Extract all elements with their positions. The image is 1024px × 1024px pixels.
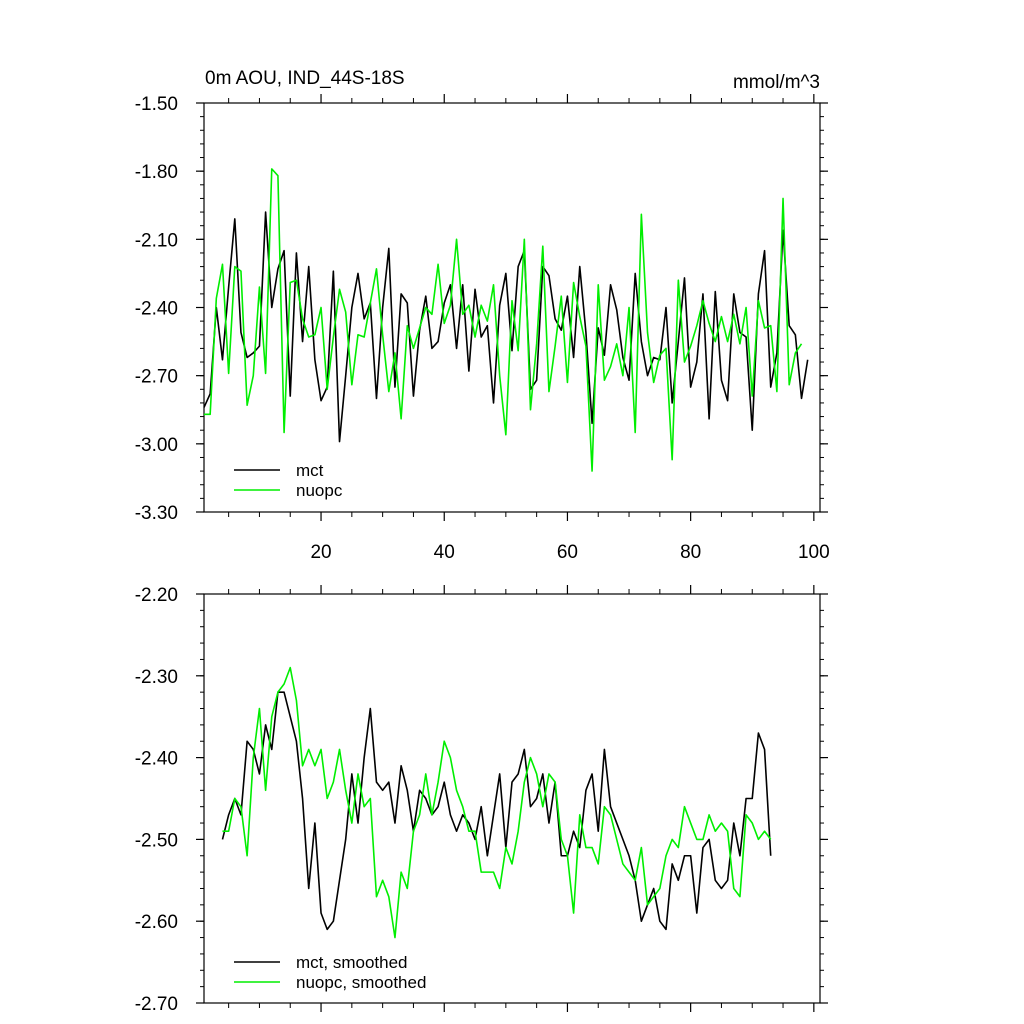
y-tick-label: -2.20 — [135, 585, 178, 606]
x-tick-label: 80 — [680, 542, 701, 563]
series-lines — [221, 666, 772, 939]
plot-frame — [203, 593, 821, 1004]
x-tick-label: 60 — [557, 542, 578, 563]
legend-label: nuopc, smoothed — [296, 973, 426, 992]
y-tick-label: -2.60 — [135, 912, 178, 933]
legend-label: mct — [296, 461, 324, 480]
legend-label: nuopc — [296, 481, 343, 500]
y-tick-label: -3.30 — [135, 503, 178, 524]
y-tick-label: -2.10 — [135, 230, 178, 251]
y-tick-label: -2.40 — [135, 299, 178, 320]
y-tick-label: -2.50 — [135, 830, 178, 851]
y-tick-label: -2.40 — [135, 749, 178, 770]
y-tick-label: -2.70 — [135, 994, 178, 1015]
axis-ticks — [196, 585, 828, 1012]
y-tick-label: -2.30 — [135, 667, 178, 688]
series-line-mct — [203, 211, 809, 443]
y-tick-labels: -2.20 -2.30 -2.40 -2.50 -2.60 -2.70 — [135, 585, 178, 1015]
x-tick-label: 40 — [434, 542, 455, 563]
chart-title: 0m AOU, IND_44S-18S — [205, 68, 405, 89]
y-tick-labels: -1.50 -1.80 -2.10 -2.40 -2.70 -3.00 -3.30 — [135, 94, 178, 524]
y-tick-label: -2.70 — [135, 367, 178, 388]
bottom-panel: -2.20 -2.30 -2.40 -2.50 -2.60 -2.70 mct, smoo… — [135, 585, 828, 1015]
units-label: mmol/m^3 — [733, 72, 820, 93]
legend-label: mct, smoothed — [296, 953, 408, 972]
series-line-nuopc — [204, 168, 803, 472]
y-tick-label: -1.50 — [135, 94, 178, 115]
y-tick-label: -1.80 — [135, 162, 178, 183]
x-tick-label: 100 — [798, 542, 830, 563]
axis-ticks — [196, 94, 828, 521]
series-line-nuopc — [222, 666, 772, 939]
y-tick-label: -3.00 — [135, 435, 178, 456]
series-line-mct — [221, 691, 772, 931]
x-tick-labels: 20 40 60 80 100 — [310, 542, 829, 563]
x-tick-label: 20 — [310, 542, 331, 563]
top-panel: 0m AOU, IND_44S-18S mmol/m^3 -1.50-1.80-… — [135, 68, 830, 563]
series-lines — [203, 168, 809, 472]
